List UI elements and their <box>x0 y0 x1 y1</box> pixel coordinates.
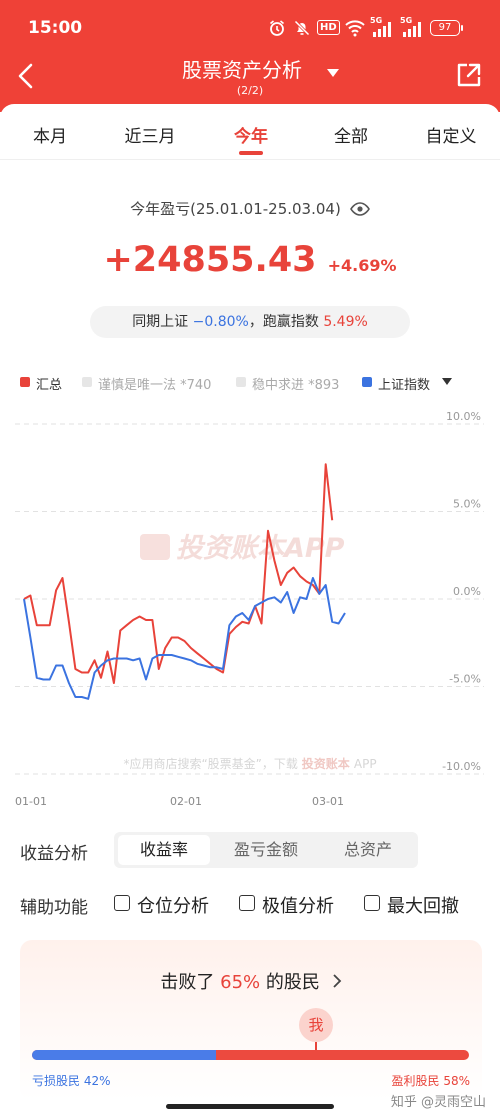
clock: 15:00 <box>28 18 83 38</box>
segment-pnl-amount[interactable]: 盈亏金额 <box>233 840 298 859</box>
beat-suffix: 的股民 <box>265 972 320 993</box>
tab-custom[interactable]: 自定义 <box>425 127 477 147</box>
pnl-percent: +4.69% <box>327 256 397 275</box>
signal-icon <box>373 22 391 37</box>
loss-share-fill <box>32 1050 216 1060</box>
beat-percent: 65% <box>220 972 261 993</box>
y-tick-label: -10.0% <box>442 760 481 773</box>
zhihu-watermark: 知乎 @灵雨空山 <box>390 1095 486 1110</box>
legend-item-account-2[interactable]: 稳中求进 *893 <box>252 378 340 393</box>
chart-watermark: 投资账本APP <box>140 533 345 564</box>
investor-distribution-bar <box>32 1050 469 1060</box>
profit-percent: 58% <box>443 1074 470 1088</box>
return-line-chart: 10.0% 5.0% 0.0% -5.0% -10.0% 投资账本APP *应用商店搜索“股… <box>15 410 484 808</box>
sse-change-value: −0.80% <box>192 314 249 330</box>
loss-investors-label: 亏损股民 42% <box>32 1072 111 1089</box>
option-extreme-analysis[interactable]: 极值分析 <box>262 896 334 917</box>
content-panel: 本月 近三月 今年 全部 自定义 今年盈亏(25.01.01-25.03.04)… <box>0 104 500 1118</box>
series-line-total <box>23 463 334 684</box>
watermark-download-hint: *应用商店搜索“股票基金”，下载 投资账本 APP <box>123 756 376 771</box>
tab-all[interactable]: 全部 <box>334 127 368 147</box>
x-tick-label: 03-01 <box>312 795 344 808</box>
beat-headline: 击败了 65% 的股民 <box>20 968 482 994</box>
legend-swatch-account-1 <box>82 377 92 387</box>
outperform-value: 5.49% <box>323 314 368 330</box>
battery-tip <box>461 25 463 31</box>
signal-icon <box>403 22 421 37</box>
pnl-amount-row: +24855.43 +4.69% <box>0 240 500 280</box>
legend-swatch-total <box>20 377 30 387</box>
segment-return-rate[interactable]: 收益率 <box>118 835 210 865</box>
pnl-label-row: 今年盈亏(25.01.01-25.03.04) <box>0 198 500 219</box>
tab-last-three-months[interactable]: 近三月 <box>124 127 176 147</box>
x-tick-label: 02-01 <box>170 795 202 808</box>
legend-item-total[interactable]: 汇总 <box>36 378 63 393</box>
loss-percent: 42% <box>83 1074 111 1088</box>
option-position-analysis[interactable]: 仓位分析 <box>137 896 209 917</box>
eye-icon[interactable] <box>349 201 370 217</box>
battery-level: 97 <box>438 22 452 33</box>
checkbox-extreme-analysis[interactable] <box>239 895 255 911</box>
battery-icon: 97 <box>430 20 460 36</box>
home-indicator <box>166 1104 334 1109</box>
profit-label: 盈利股民 <box>391 1074 440 1088</box>
legend-item-account-1[interactable]: 谨慎是唯一法 *740 <box>98 378 212 393</box>
legend-swatch-account-2 <box>236 377 246 387</box>
network-type-2: 5G <box>400 16 413 25</box>
legend-item-sse[interactable]: 上证指数 <box>378 378 431 393</box>
compare-prefix: 同期上证 <box>132 314 189 330</box>
y-tick-label: 5.0% <box>453 498 481 511</box>
tab-this-month[interactable]: 本月 <box>33 127 67 147</box>
status-bar: 15:00 HD 5G 5G 97 <box>0 0 500 58</box>
period-tabs: 本月 近三月 今年 全部 自定义 <box>0 104 500 160</box>
loss-label: 亏损股民 <box>32 1074 81 1088</box>
option-max-drawdown[interactable]: 最大回撤 <box>387 896 459 917</box>
me-marker: 我 <box>296 1008 336 1052</box>
me-pointer-line <box>315 1042 318 1052</box>
y-tick-label: 0.0% <box>453 585 481 598</box>
wifi-icon <box>345 20 365 37</box>
legend-dropdown-icon[interactable] <box>442 378 452 386</box>
profit-investors-label: 盈利股民 58% <box>391 1072 470 1089</box>
pnl-amount: +24855.43 <box>103 240 317 280</box>
back-icon[interactable] <box>14 62 38 90</box>
y-tick-label: -5.0% <box>449 673 481 686</box>
analysis-row: 收益分析 收益率 盈亏金额 总资产 <box>0 832 500 868</box>
pnl-period-label: 今年盈亏(25.01.01-25.03.04) <box>130 200 341 218</box>
tab-this-year[interactable]: 今年 <box>234 127 268 147</box>
analysis-label: 收益分析 <box>20 844 88 864</box>
active-tab-indicator <box>239 151 263 155</box>
watermark-logo <box>140 534 170 560</box>
page-indicator: (2/2) <box>236 84 264 97</box>
title-bar: 股票资产分析 (2/2) <box>0 58 500 112</box>
network-type-1: 5G <box>370 16 383 25</box>
alarm-icon <box>269 20 285 36</box>
dropdown-icon[interactable] <box>326 68 340 78</box>
checkbox-max-drawdown[interactable] <box>364 895 380 911</box>
page-title[interactable]: 股票资产分析 <box>182 58 302 82</box>
share-icon[interactable] <box>456 62 482 88</box>
y-tick-label: 10.0% <box>446 410 481 423</box>
beat-prefix: 击败了 <box>160 972 215 993</box>
watermark-text: 投资账本APP <box>176 533 345 564</box>
series-line-sse <box>23 577 346 700</box>
compare-mid: ，跑赢指数 <box>248 314 319 330</box>
hd-badge: HD <box>317 20 340 35</box>
benchmark-compare-pill: 同期上证 −0.80%，跑赢指数 5.49% <box>90 306 410 338</box>
checkbox-position-analysis[interactable] <box>114 895 130 911</box>
legend-swatch-sse <box>362 377 372 387</box>
analysis-segmented-control: 收益率 盈亏金额 总资产 <box>114 832 418 868</box>
mute-bell-icon <box>294 20 310 36</box>
chevron-right-icon <box>332 974 341 988</box>
beat-investors-card[interactable]: 击败了 65% 的股民 我 亏损股民 42% 盈利股民 58% <box>20 940 482 1100</box>
segment-total-assets[interactable]: 总资产 <box>343 840 392 859</box>
x-tick-label: 01-01 <box>15 795 47 808</box>
me-badge: 我 <box>299 1008 334 1042</box>
aux-label: 辅助功能 <box>20 898 88 918</box>
aux-functions-row: 辅助功能 仓位分析 极值分析 最大回撤 <box>0 892 500 918</box>
